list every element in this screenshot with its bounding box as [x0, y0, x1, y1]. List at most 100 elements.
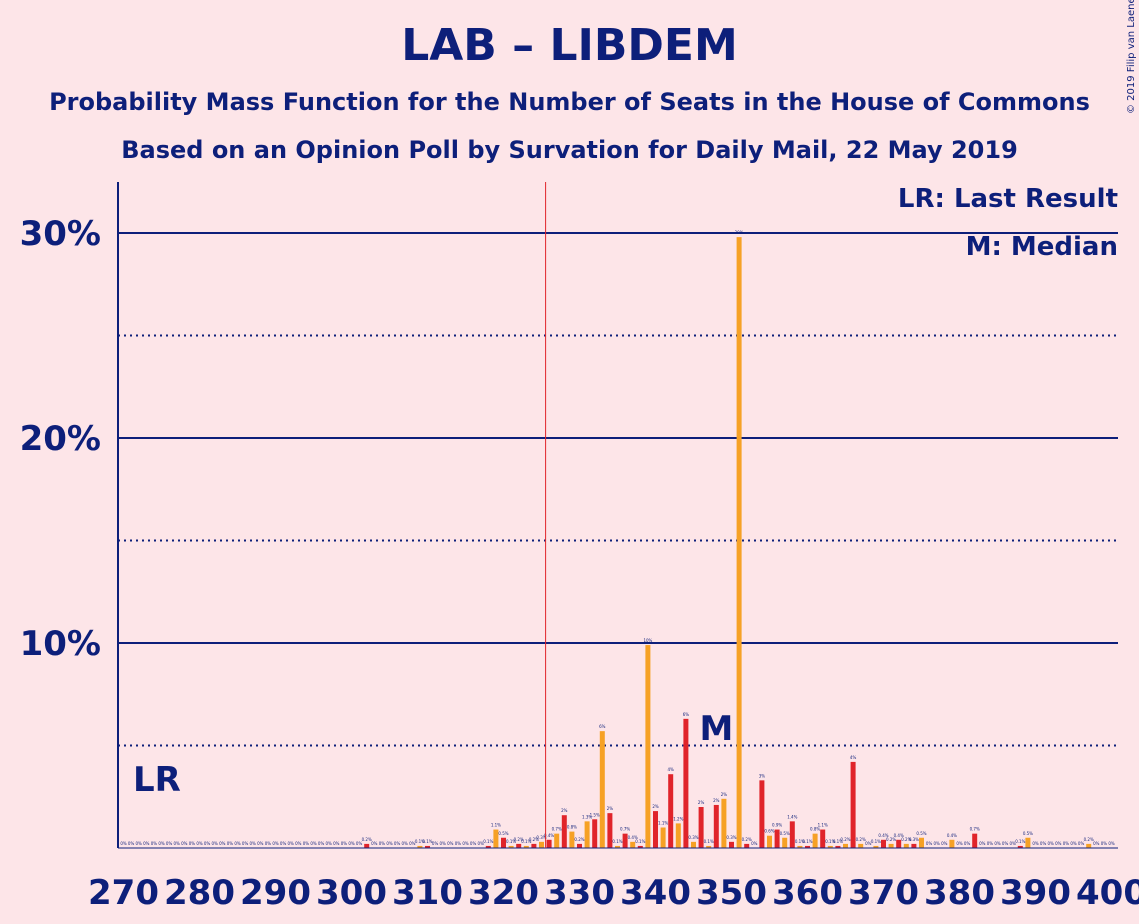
bar [721, 798, 727, 848]
bar-value-label: 0.1% [795, 839, 805, 844]
bar-value-label: 0.3% [726, 835, 736, 840]
bar-value-label: 1.5% [590, 812, 600, 817]
grid-lines [118, 232, 1118, 747]
bar [637, 845, 643, 848]
bar [1025, 837, 1031, 848]
bar [873, 845, 879, 848]
bar-value-label: 0.9% [772, 823, 782, 828]
bar [417, 845, 423, 848]
bar-value-label: 0.2% [1084, 837, 1094, 842]
bar-value-label: 0% [934, 841, 941, 846]
bar-value-label: 0% [219, 841, 226, 846]
bar-value-label: 0% [956, 841, 963, 846]
bar-value-label: 1.1% [491, 823, 501, 828]
bar [508, 845, 514, 848]
bar-value-label: 0% [143, 841, 150, 846]
bar-value-label: 0% [189, 841, 196, 846]
markers: LR M [133, 182, 733, 848]
bar-value-label: 0% [158, 841, 165, 846]
x-tick-label: 340 [620, 873, 691, 913]
bar [683, 718, 689, 848]
bar [675, 823, 681, 848]
bar-value-label: 0% [128, 841, 135, 846]
bar-value-label: 0% [1055, 841, 1062, 846]
bar [584, 821, 590, 848]
bar-value-label: 0.2% [362, 837, 372, 842]
bar [820, 829, 826, 848]
x-tick-label: 350 [696, 873, 767, 913]
bar-value-label: 0.4% [878, 833, 888, 838]
bar-value-label: 0% [371, 841, 378, 846]
bar-value-label: 0.8% [567, 825, 577, 830]
bar-value-label: 0.2% [886, 837, 896, 842]
bar [615, 845, 620, 848]
bar-value-label: 4% [668, 767, 675, 772]
bar [812, 833, 818, 848]
bar-value-label: 0.3% [536, 835, 546, 840]
bar-value-label: 0% [994, 841, 1001, 846]
bar-value-label: 10% [643, 638, 652, 643]
x-tick-label: 370 [848, 873, 919, 913]
bar-value-label: 0% [979, 841, 986, 846]
bar [736, 237, 742, 849]
bar-value-label: 0.4% [544, 833, 554, 838]
bar-value-label: 0% [1101, 841, 1108, 846]
bar [569, 831, 575, 848]
legend-last-result: LR: Last Result [897, 184, 1118, 214]
bar [911, 843, 917, 848]
bar-value-label: 0% [478, 841, 485, 846]
bar-value-label: 0.7% [620, 827, 630, 832]
bar-value-label: 0.8% [810, 827, 820, 832]
bar-value-label: 0% [751, 841, 758, 846]
bar [896, 839, 902, 848]
bar-value-label: 0% [250, 841, 257, 846]
bar-value-label: 0.2% [840, 837, 850, 842]
bar-value-label: 6% [599, 724, 606, 729]
bar-value-label: 0.7% [970, 827, 980, 832]
bar-value-label: 0.7% [552, 827, 562, 832]
tick-labels: 10%20%30%270 280 290 300 310 320 330 340 350 360 3… [20, 214, 1139, 913]
bar-value-label: 0.1% [422, 839, 432, 844]
bar-value-label: 0% [151, 841, 158, 846]
chart-title: LAB – LIBDEM [401, 20, 738, 71]
bar [827, 845, 833, 848]
bars [364, 237, 1092, 849]
chart-subtitle: Probability Mass Function for the Number… [49, 88, 1090, 116]
x-tick-label: 330 [544, 873, 615, 913]
bar-value-label: 1.1% [658, 821, 668, 826]
y-tick-label: 30% [20, 214, 101, 254]
bar-value-label: 4% [850, 755, 857, 760]
bar-value-label: 0.3% [909, 837, 919, 842]
bar-value-label: 0% [1002, 841, 1009, 846]
x-tick-label: 320 [468, 873, 539, 913]
bar-value-label: 0% [402, 841, 409, 846]
bar-value-label: 0.1% [704, 839, 714, 844]
bar [858, 843, 864, 848]
bar-value-label: 0.5% [498, 831, 508, 836]
bar [501, 837, 506, 848]
bar-value-label: 0% [310, 841, 317, 846]
bar-value-label: 0.2% [901, 837, 911, 842]
bar-labels: 0% 0% 0% 0% 0% 0% 0% 0% 0% 0% 0% 0% 0% 0% 0% 0% 0% 0% 0% 0%… [120, 230, 1115, 846]
bar [789, 821, 795, 848]
bar [561, 815, 567, 848]
bar-value-label: 0% [1032, 841, 1039, 846]
bar-value-label: 0% [394, 841, 401, 846]
median-marker: M [700, 709, 734, 749]
bar-value-label: 0% [1063, 841, 1070, 846]
bar-value-label: 0% [462, 841, 469, 846]
bar-value-label: 0.1% [506, 839, 516, 844]
bar [767, 835, 772, 848]
bar [364, 843, 370, 848]
bar-value-label: 1.2% [673, 816, 683, 821]
x-tick-label: 290 [240, 873, 311, 913]
bar-value-label: 0.3% [688, 835, 698, 840]
bar [622, 833, 628, 848]
bar [949, 839, 955, 848]
bar-value-label: 0.1% [612, 839, 622, 844]
bar-value-label: 0.2% [574, 837, 584, 842]
bar [653, 811, 658, 848]
bar-value-label: 0.4% [947, 833, 957, 838]
bar-value-label: 0% [318, 841, 325, 846]
